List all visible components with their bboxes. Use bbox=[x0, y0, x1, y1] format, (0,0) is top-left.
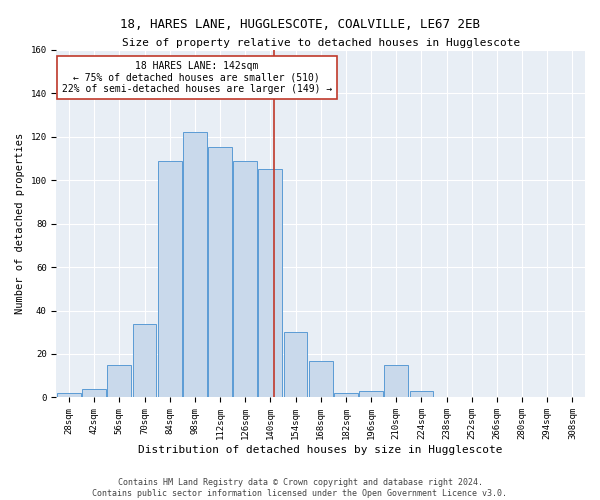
Bar bbox=[359, 391, 383, 398]
Title: Size of property relative to detached houses in Hugglescote: Size of property relative to detached ho… bbox=[122, 38, 520, 48]
Bar bbox=[410, 391, 433, 398]
Y-axis label: Number of detached properties: Number of detached properties bbox=[15, 133, 25, 314]
Bar bbox=[208, 148, 232, 398]
Bar bbox=[309, 360, 332, 398]
Bar bbox=[107, 365, 131, 398]
Bar bbox=[158, 160, 182, 398]
Bar bbox=[183, 132, 207, 398]
Bar bbox=[233, 160, 257, 398]
Bar bbox=[259, 169, 282, 398]
Text: 18 HARES LANE: 142sqm
← 75% of detached houses are smaller (510)
22% of semi-det: 18 HARES LANE: 142sqm ← 75% of detached … bbox=[62, 60, 332, 94]
Text: 18, HARES LANE, HUGGLESCOTE, COALVILLE, LE67 2EB: 18, HARES LANE, HUGGLESCOTE, COALVILLE, … bbox=[120, 18, 480, 30]
Bar bbox=[133, 324, 157, 398]
Bar bbox=[385, 365, 408, 398]
Bar bbox=[57, 393, 81, 398]
Bar bbox=[284, 332, 307, 398]
Text: Contains HM Land Registry data © Crown copyright and database right 2024.
Contai: Contains HM Land Registry data © Crown c… bbox=[92, 478, 508, 498]
X-axis label: Distribution of detached houses by size in Hugglescote: Distribution of detached houses by size … bbox=[139, 445, 503, 455]
Bar bbox=[82, 389, 106, 398]
Bar bbox=[334, 393, 358, 398]
